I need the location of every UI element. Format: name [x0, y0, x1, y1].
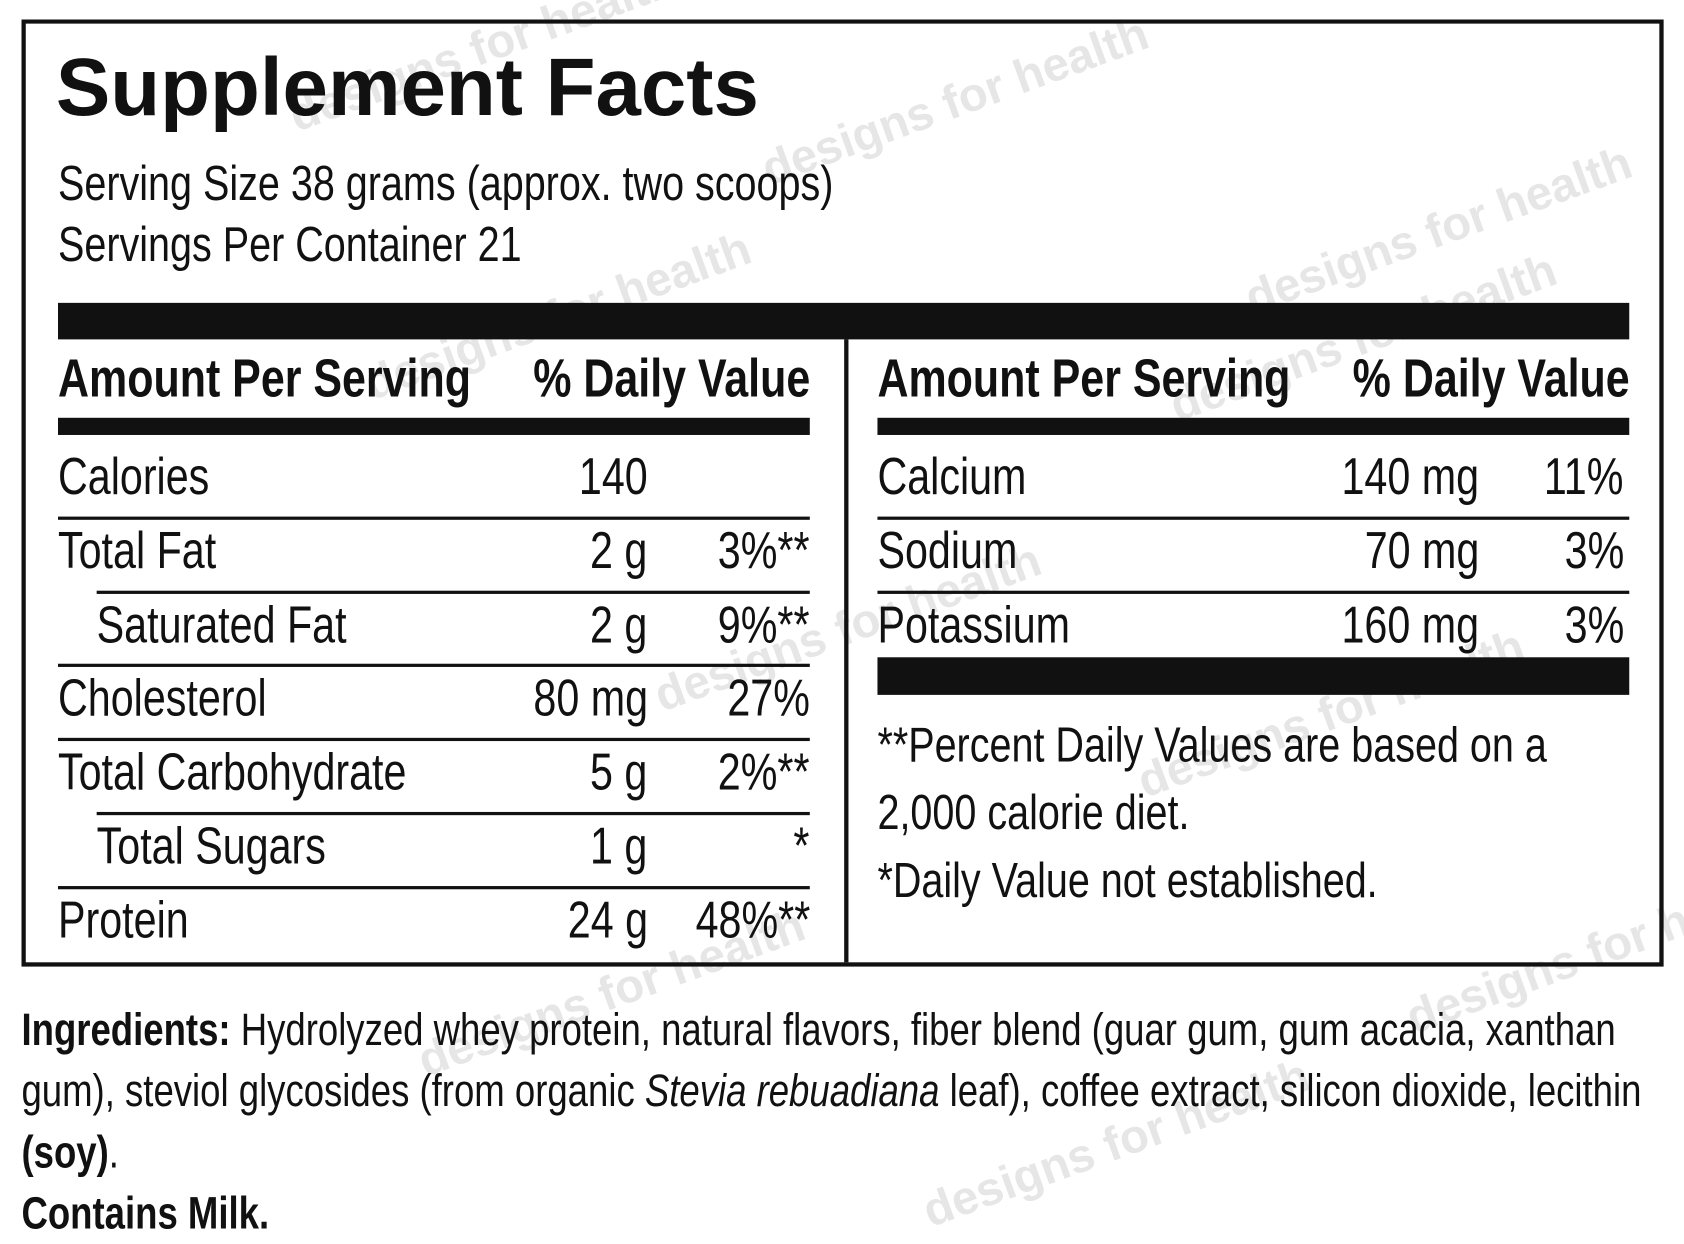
daily-value: *	[793, 818, 810, 876]
column-header: Amount Per Serving	[57, 347, 471, 409]
column-divider	[844, 339, 849, 963]
row-rule	[877, 516, 1630, 520]
label: designs for health designs for health desi…	[21, 0, 1684, 1238]
daily-value: 3%	[1564, 596, 1624, 654]
thick-bar	[57, 302, 1630, 340]
ingredient-part: .	[108, 1126, 119, 1178]
column-header: % Daily Value	[532, 347, 810, 409]
amount: 1 g	[590, 818, 648, 876]
footnote: *Daily Value not established.	[877, 851, 1378, 908]
amount: 5 g	[590, 744, 648, 802]
row-rule	[96, 590, 810, 594]
ingredients: Ingredients: Hydrolyzed whey protein, na…	[21, 999, 1674, 1244]
row-rule	[57, 738, 810, 742]
page: designs for health designs for health desi…	[21, 0, 1684, 1239]
nutrient-name: Total Sugars	[96, 818, 326, 876]
ingredient-part: Hydrolyzed whey protein, natural flavors…	[21, 1004, 1616, 1116]
amount: 140 mg	[1341, 448, 1479, 506]
nutrient-name: Calcium	[877, 448, 1027, 506]
ingredient-part: leaf), coffee extract, silicon dioxide, …	[939, 1065, 1642, 1116]
amount: 2 g	[590, 596, 648, 654]
daily-value: 2%**	[718, 744, 810, 802]
row-rule	[57, 885, 810, 890]
amount: 24 g	[567, 892, 648, 950]
daily-value: 27%	[727, 670, 810, 728]
footnote: **Percent Daily Values are based on a 2,…	[877, 716, 1547, 840]
row-rule	[96, 811, 810, 816]
daily-value: 48%**	[695, 892, 810, 950]
daily-value: 11%	[1544, 448, 1624, 506]
amount: 70 mg	[1364, 522, 1479, 580]
amount: 140	[578, 448, 648, 506]
ingredient-part: Stevia rebuadiana	[644, 1065, 940, 1116]
footnotes: **Percent Daily Values are based on a 2,…	[877, 711, 1582, 914]
nutrient-name: Total Fat	[57, 522, 217, 580]
nutrient-name: Potassium	[877, 596, 1070, 654]
nutrient-name: Protein	[57, 892, 189, 950]
header-bar	[57, 417, 810, 435]
facts-box	[21, 19, 1664, 967]
daily-value: 3%**	[718, 522, 810, 580]
servings-per-container: Servings Per Container 21	[57, 215, 522, 272]
ingredients-text: Ingredients: Hydrolyzed whey protein, na…	[21, 999, 1674, 1183]
column-header: Amount Per Serving	[877, 347, 1291, 409]
bar	[877, 657, 1630, 695]
daily-value: 9%**	[718, 596, 810, 654]
nutrient-name: Sodium	[877, 522, 1018, 580]
title: Supplement Facts	[55, 41, 759, 134]
amount: 160 mg	[1341, 596, 1479, 654]
nutrient-name: Calories	[57, 448, 210, 506]
ingredient-part: (soy)	[21, 1126, 109, 1178]
allergen: Contains Milk.	[21, 1187, 270, 1239]
column-header: % Daily Value	[1352, 347, 1630, 409]
daily-value: 3%	[1564, 522, 1624, 580]
amount: 80 mg	[532, 670, 648, 728]
row-rule	[57, 664, 810, 668]
header-bar	[877, 417, 1630, 435]
ingredient-part: Ingredients:	[21, 1004, 231, 1055]
nutrient-name: Saturated Fat	[96, 596, 347, 654]
row-rule	[877, 590, 1630, 594]
nutrient-name: Total Carbohydrate	[57, 744, 407, 802]
row-rule	[57, 516, 810, 520]
nutrient-name: Cholesterol	[57, 670, 267, 728]
amount: 2 g	[590, 522, 648, 580]
serving-size: Serving Size 38 grams (approx. two scoop…	[57, 154, 834, 211]
